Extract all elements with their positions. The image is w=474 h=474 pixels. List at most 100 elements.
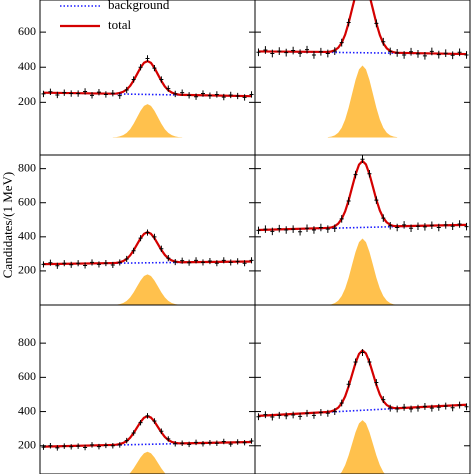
total-line [327, 159, 398, 230]
data-point [305, 409, 310, 417]
data-point [381, 37, 386, 46]
panel-frame [254, 304, 471, 474]
data-point [145, 413, 150, 419]
data-point [145, 55, 150, 62]
data-point [270, 413, 275, 421]
data-point [402, 403, 407, 411]
data-point [429, 47, 434, 56]
data-point [200, 90, 205, 97]
y-tick-label: 200 [18, 94, 36, 108]
data-point [249, 257, 254, 264]
data-point [76, 90, 81, 97]
data-point [381, 214, 386, 222]
data-point [117, 442, 122, 448]
panel [41, 55, 254, 138]
data-point [270, 227, 275, 236]
y-tick-label: 800 [18, 160, 36, 174]
data-point [415, 404, 420, 412]
data-point [124, 86, 129, 94]
data-point [318, 409, 323, 416]
data-point [464, 51, 469, 59]
data-point [284, 48, 289, 57]
data-point [409, 47, 414, 56]
data-point [415, 222, 420, 230]
data-point [48, 443, 53, 449]
data-point [138, 235, 143, 242]
data-point [194, 439, 199, 446]
data-point [103, 442, 108, 449]
y-tick-label: 400 [18, 229, 36, 243]
data-point [249, 91, 254, 98]
data-point [117, 259, 122, 266]
data-point [256, 226, 261, 235]
data-point [291, 411, 296, 419]
data-point [318, 223, 323, 232]
data-point [311, 51, 316, 59]
data-point [55, 91, 60, 99]
data-point [291, 225, 296, 233]
data-point [166, 255, 171, 262]
data-point [173, 258, 178, 266]
legend-label: background [108, 0, 170, 12]
data-point [422, 51, 427, 60]
data-point [422, 403, 427, 410]
data-point [339, 38, 344, 47]
data-point [152, 418, 157, 424]
signal-area [112, 274, 183, 305]
data-point [117, 92, 122, 99]
data-point [124, 437, 129, 444]
signal-area [327, 65, 398, 138]
data-point [339, 399, 344, 407]
data-point [436, 50, 441, 59]
data-point [415, 50, 420, 58]
data-point [388, 404, 393, 412]
data-point [90, 92, 95, 99]
y-tick-label: 800 [18, 335, 36, 349]
data-point [298, 227, 303, 236]
data-point [346, 197, 351, 205]
data-point [173, 90, 178, 98]
data-point [249, 438, 254, 444]
y-tick-label: 200 [18, 438, 36, 452]
panel-frame [39, 304, 256, 474]
data-point [214, 440, 219, 446]
data-point [187, 92, 192, 99]
data-point [346, 380, 351, 388]
data-point [429, 404, 434, 412]
data-point [318, 47, 323, 56]
data-point [464, 403, 469, 411]
signal-area [327, 238, 398, 305]
data-point [360, 349, 365, 356]
data-point [402, 51, 407, 59]
data-point [353, 358, 358, 366]
data-point [166, 436, 171, 442]
data-point [55, 262, 60, 269]
data-point [138, 419, 143, 426]
data-point [110, 90, 115, 97]
data-point [194, 257, 199, 264]
data-point [228, 259, 233, 266]
data-point [388, 221, 393, 230]
data-point [138, 64, 143, 71]
data-point [464, 222, 469, 231]
data-point [110, 261, 115, 269]
data-point [96, 443, 101, 450]
y-tick-label: 600 [18, 24, 36, 38]
data-point [69, 90, 74, 97]
data-point [277, 47, 282, 55]
data-point [256, 413, 261, 421]
data-point [131, 247, 136, 254]
data-point [291, 46, 296, 55]
data-point [311, 411, 316, 419]
data-point [228, 91, 233, 99]
data-point [311, 226, 316, 234]
data-point [402, 221, 407, 229]
data-point [242, 260, 247, 267]
data-point [96, 261, 101, 268]
data-point [305, 45, 310, 54]
data-point [277, 224, 282, 233]
data-point [187, 441, 192, 448]
data-point [443, 49, 448, 58]
y-tick-label: 400 [18, 59, 36, 73]
data-point [180, 257, 185, 264]
